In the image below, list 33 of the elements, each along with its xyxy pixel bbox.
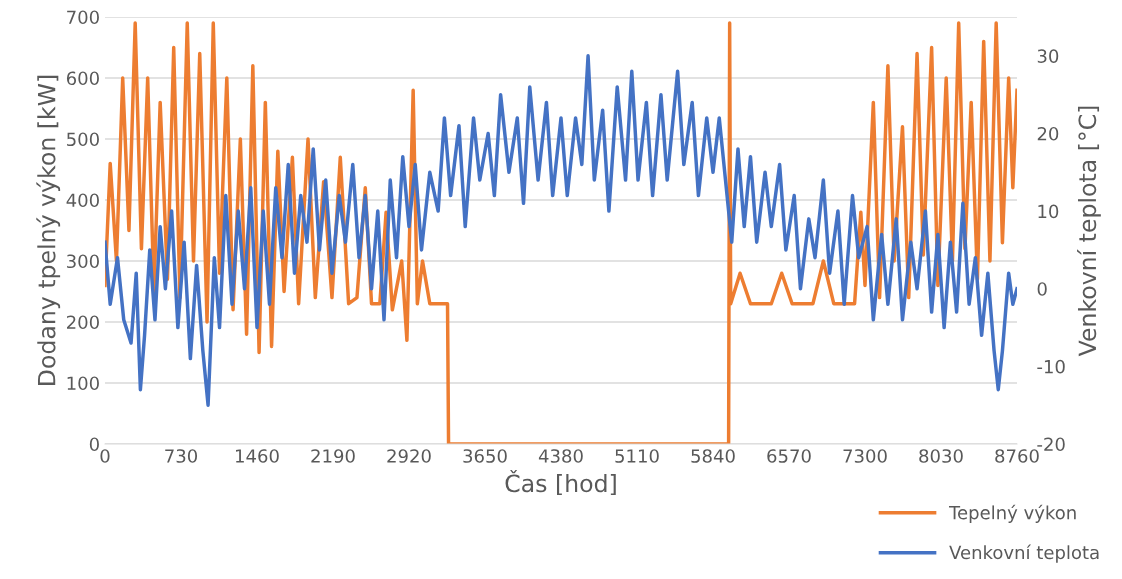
y2-tick-label: 0 — [1037, 282, 1047, 296]
line-series — [105, 54, 1017, 407]
y2-tick-label: 20 — [1037, 126, 1059, 141]
y2-axis-title: Venkovní teplota [°C] — [1077, 106, 1101, 357]
y-tick-label: 500 — [67, 132, 99, 147]
x-tick-label: 8760 — [995, 449, 1039, 463]
y-axis-title: Dodany tpelný výkon [kW] — [36, 75, 61, 385]
x-tick-label: 5110 — [615, 449, 659, 463]
y2-tick-label: 30 — [1037, 49, 1059, 63]
x-tick-label: 2920 — [387, 449, 431, 463]
x-tick-label: 5840 — [691, 449, 735, 463]
x-tick-label: 7300 — [843, 449, 887, 463]
y-tick-label: 600 — [66, 71, 99, 86]
y2-tick-label: -10 — [1037, 359, 1065, 374]
legend-label: Tepelný výkon — [948, 504, 1076, 523]
x-tick-label: 4380 — [538, 449, 583, 463]
y2-tick-label: 10 — [1038, 204, 1059, 219]
y-tick-label: 100 — [67, 376, 99, 391]
x-tick-label: 8030 — [919, 449, 963, 463]
y-tick-label: 200 — [67, 315, 99, 330]
x-tick-label: 6570 — [767, 449, 811, 463]
x-tick-label: 0 — [100, 449, 110, 463]
x-axis-title: Čas [hod] — [505, 470, 616, 496]
x-tick-label: 3650 — [463, 449, 507, 463]
x-tick-label: 2190 — [311, 449, 355, 463]
y-tick-label: 700 — [67, 10, 99, 25]
x-tick-label: 730 — [165, 449, 198, 463]
y2-tick-label: -20 — [1037, 437, 1065, 452]
y-tick-label: 0 — [89, 437, 99, 452]
x-tick-label: 1460 — [236, 449, 279, 463]
y-tick-label: 300 — [67, 254, 99, 269]
y-tick-label: 400 — [66, 193, 99, 208]
legend-label: Venkovní teplota — [949, 544, 1099, 563]
